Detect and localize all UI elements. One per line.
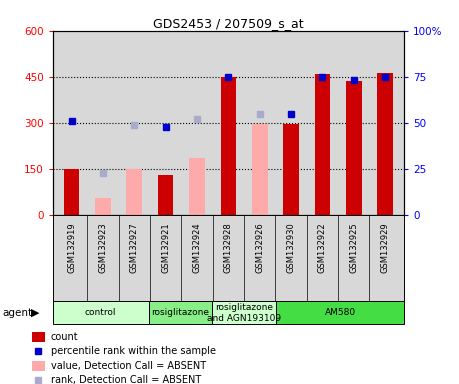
Text: GSM132930: GSM132930 [286, 222, 296, 273]
Bar [283, 124, 299, 215]
Text: percentile rank within the sample: percentile rank within the sample [51, 346, 216, 356]
Text: control: control [85, 308, 117, 318]
Text: GSM132926: GSM132926 [255, 222, 264, 273]
Text: GSM132929: GSM132929 [381, 222, 390, 273]
Bar [32, 361, 45, 371]
Bar [64, 169, 79, 215]
Bar [149, 301, 213, 324]
Title: GDS2453 / 207509_s_at: GDS2453 / 207509_s_at [153, 17, 304, 30]
Text: GSM132927: GSM132927 [130, 222, 139, 273]
Text: rosiglitazone
and AGN193109: rosiglitazone and AGN193109 [207, 303, 281, 323]
Bar [276, 301, 404, 324]
Text: rosiglitazone: rosiglitazone [151, 308, 209, 318]
Bar [189, 158, 205, 215]
Bar [32, 332, 45, 341]
Text: GSM132921: GSM132921 [161, 222, 170, 273]
Bar [346, 81, 362, 215]
Text: agent: agent [2, 308, 33, 318]
Bar [213, 301, 276, 324]
Bar [95, 198, 111, 215]
Text: value, Detection Call = ABSENT: value, Detection Call = ABSENT [51, 361, 206, 371]
Text: GSM132922: GSM132922 [318, 222, 327, 273]
Bar [377, 73, 393, 215]
Text: GSM132924: GSM132924 [192, 222, 202, 273]
Bar [53, 301, 149, 324]
Bar [127, 169, 142, 215]
Text: AM580: AM580 [325, 308, 356, 318]
Text: GSM132923: GSM132923 [98, 222, 107, 273]
Bar [220, 77, 236, 215]
Text: GSM132919: GSM132919 [67, 222, 76, 273]
Text: GSM132925: GSM132925 [349, 222, 358, 273]
Bar [314, 74, 330, 215]
Text: rank, Detection Call = ABSENT: rank, Detection Call = ABSENT [51, 375, 201, 384]
Text: ▶: ▶ [31, 308, 40, 318]
Bar [252, 124, 268, 215]
Text: GSM132928: GSM132928 [224, 222, 233, 273]
Text: count: count [51, 332, 78, 342]
Bar [158, 175, 174, 215]
